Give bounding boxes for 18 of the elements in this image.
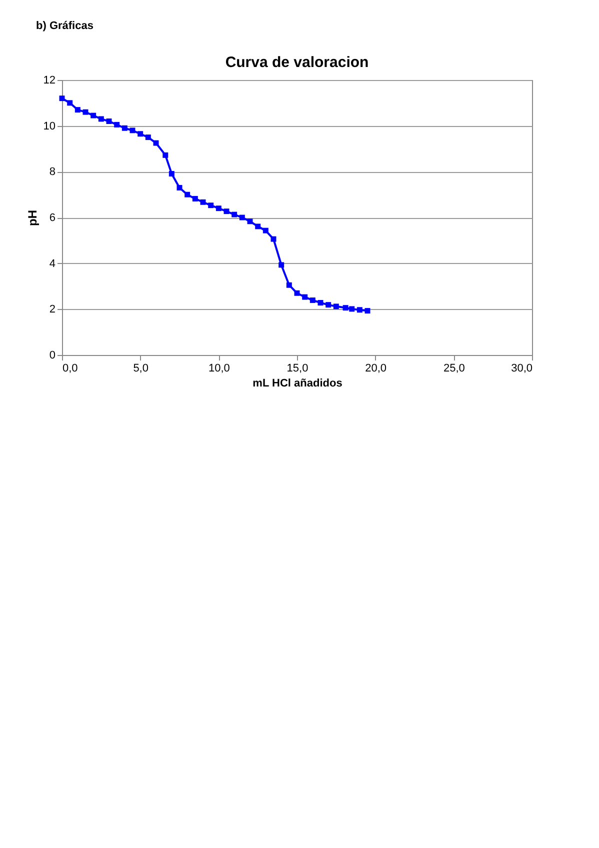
x-tick-label: 0,0	[62, 362, 78, 374]
y-tick-label: 0	[49, 350, 56, 362]
y-tick-label: 8	[49, 166, 56, 178]
x-tick-label: 25,0	[443, 362, 465, 374]
x-tick-label: 10,0	[208, 362, 230, 374]
x-tick-label: 5,0	[133, 362, 148, 374]
x-tick-label: 15,0	[286, 362, 308, 374]
y-tick-label: 2	[49, 304, 56, 316]
y-tick-label: 12	[43, 74, 56, 86]
chart-title: Curva de valoracion	[225, 54, 369, 71]
x-tick-label: 20,0	[365, 362, 387, 374]
x-axis-title: mL HCl añadidos	[252, 378, 342, 390]
y-axis-title: pH	[25, 210, 40, 226]
y-tick-label: 4	[49, 258, 56, 270]
y-tick-label: 10	[43, 120, 56, 132]
x-tick-label: 30,0	[511, 362, 532, 374]
chart-subtitle: b) Gráficas	[36, 20, 94, 32]
y-tick-label: 6	[49, 212, 56, 224]
